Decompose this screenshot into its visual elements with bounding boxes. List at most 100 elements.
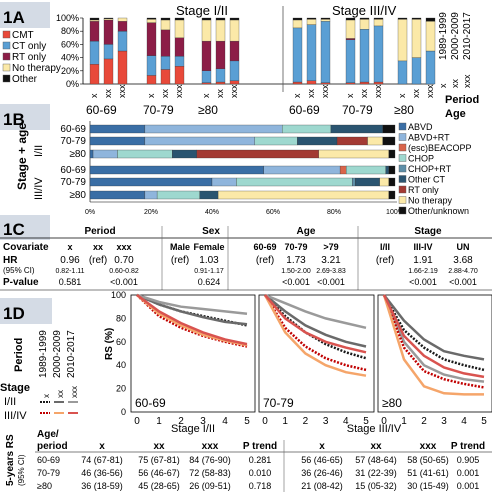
x-tick-label: 40% bbox=[205, 209, 219, 216]
legend-item-ct-only: CT only bbox=[12, 41, 46, 52]
col-header: 70-79 bbox=[284, 242, 307, 252]
bar-segment bbox=[174, 37, 185, 57]
x-tick-label: 100% bbox=[386, 209, 404, 216]
bar-segment bbox=[211, 177, 237, 187]
x-tick-label: 60% bbox=[266, 209, 280, 216]
bar-segment bbox=[425, 21, 436, 52]
bar-segment bbox=[117, 21, 128, 32]
row-label-covariate: Covariate bbox=[3, 242, 49, 253]
x-tick-label: 2 bbox=[303, 416, 309, 427]
bar-segment bbox=[215, 19, 226, 42]
bar-segment bbox=[388, 190, 396, 200]
legend-swatch bbox=[398, 133, 407, 141]
row-label: 70-79 bbox=[60, 177, 86, 188]
table-cell: 58 (50-65) bbox=[407, 455, 449, 465]
x-tick-label: 5 bbox=[244, 416, 250, 427]
table-cell: 0.010 bbox=[249, 468, 272, 478]
col-header: UN bbox=[457, 242, 470, 252]
hr-value: (ref) bbox=[171, 255, 189, 266]
col-header: xx bbox=[93, 242, 103, 252]
age-group-label: 60-69 bbox=[86, 103, 117, 117]
bar-segment bbox=[425, 17, 436, 22]
table-header: x bbox=[99, 441, 105, 452]
bar-segment bbox=[146, 55, 157, 76]
bar-segment bbox=[382, 124, 396, 134]
bar-segment bbox=[229, 17, 240, 21]
p-value: <0.001 bbox=[317, 277, 345, 287]
bar-segment bbox=[359, 29, 370, 83]
period-code: x bbox=[292, 93, 302, 98]
x-tick-label: 2 bbox=[421, 416, 427, 427]
bar-segment bbox=[103, 44, 114, 60]
table-header: xx bbox=[153, 441, 165, 452]
col-header: III-IV bbox=[413, 242, 432, 252]
col-header: 60-69 bbox=[253, 242, 276, 252]
hr-value: (ref) bbox=[256, 255, 274, 266]
bar-segment bbox=[156, 190, 200, 200]
row-label: 70-79 bbox=[60, 136, 86, 147]
table-cell: 0.281 bbox=[249, 455, 272, 465]
bar-segment bbox=[117, 50, 128, 85]
bar-segment bbox=[281, 124, 332, 134]
y-tick-label: 60 bbox=[116, 337, 126, 347]
bar-segment bbox=[174, 56, 185, 67]
row-label: 60-69 bbox=[60, 165, 86, 176]
y-tick-label: 60% bbox=[61, 39, 79, 49]
legend-swatch bbox=[398, 196, 407, 204]
bar-segment bbox=[292, 81, 303, 85]
period-code: x bbox=[345, 93, 355, 98]
hr-value: 1.91 bbox=[413, 255, 433, 266]
bar-segment bbox=[345, 82, 356, 85]
bar-segment bbox=[89, 177, 213, 187]
bar-segment bbox=[336, 136, 368, 146]
age-group-label: 60-69 bbox=[289, 103, 320, 117]
bar-segment bbox=[388, 149, 396, 159]
right-code-label: x bbox=[438, 83, 448, 88]
period-code: xx bbox=[215, 89, 225, 99]
x-tick-label: 5 bbox=[363, 416, 369, 427]
bar-segment bbox=[160, 19, 171, 31]
bar-segment bbox=[373, 81, 384, 85]
table-corner-2: period bbox=[37, 441, 68, 452]
table-age: 70-79 bbox=[37, 468, 60, 478]
period-code: xxx bbox=[117, 84, 127, 98]
hr-value: 3.21 bbox=[321, 255, 341, 266]
table-cell: 36 (26-46) bbox=[301, 468, 343, 478]
table-side-label-2: (95% CI) bbox=[17, 454, 26, 486]
table-header: P trend bbox=[451, 441, 485, 452]
panel-1a-label-bg bbox=[0, 2, 50, 28]
bar-segment bbox=[345, 17, 356, 21]
survival-curve bbox=[264, 293, 367, 330]
bar-segment bbox=[160, 29, 171, 57]
bar-segment bbox=[346, 165, 387, 175]
period-code: x bbox=[146, 93, 156, 98]
right-period-label: 2010-2017 bbox=[462, 12, 473, 60]
period-code: xx bbox=[103, 89, 113, 99]
ci-value: 0.82-1.11 bbox=[55, 268, 84, 275]
bar-segment bbox=[382, 136, 396, 146]
x-tick-label: 1 bbox=[156, 416, 162, 427]
survival-curve bbox=[382, 294, 485, 379]
survival-panel-frame bbox=[258, 294, 375, 413]
hr-value: (ref) bbox=[376, 255, 394, 266]
period-year: 2010-2017 bbox=[66, 330, 77, 378]
bar-segment bbox=[345, 38, 356, 40]
bar-segment bbox=[160, 56, 171, 70]
bar-segment bbox=[330, 124, 383, 134]
panel-1d-label: 1D bbox=[3, 304, 25, 323]
bar-segment bbox=[320, 17, 331, 20]
bar-segment bbox=[160, 69, 171, 85]
stage-label-2: III/IV bbox=[33, 177, 45, 200]
bar-segment bbox=[89, 17, 100, 21]
survival-curve bbox=[383, 294, 485, 361]
x-tick-label: 3 bbox=[441, 416, 447, 427]
hr-value: 0.70 bbox=[114, 255, 134, 266]
table-header: x bbox=[319, 441, 325, 452]
bar-segment bbox=[199, 190, 219, 200]
survival-curve bbox=[264, 294, 367, 348]
period-code: xx bbox=[160, 89, 170, 99]
bar-segment bbox=[174, 17, 185, 21]
bar-segment bbox=[292, 19, 303, 29]
bar-segment bbox=[201, 17, 212, 21]
bar-segment bbox=[306, 17, 317, 20]
